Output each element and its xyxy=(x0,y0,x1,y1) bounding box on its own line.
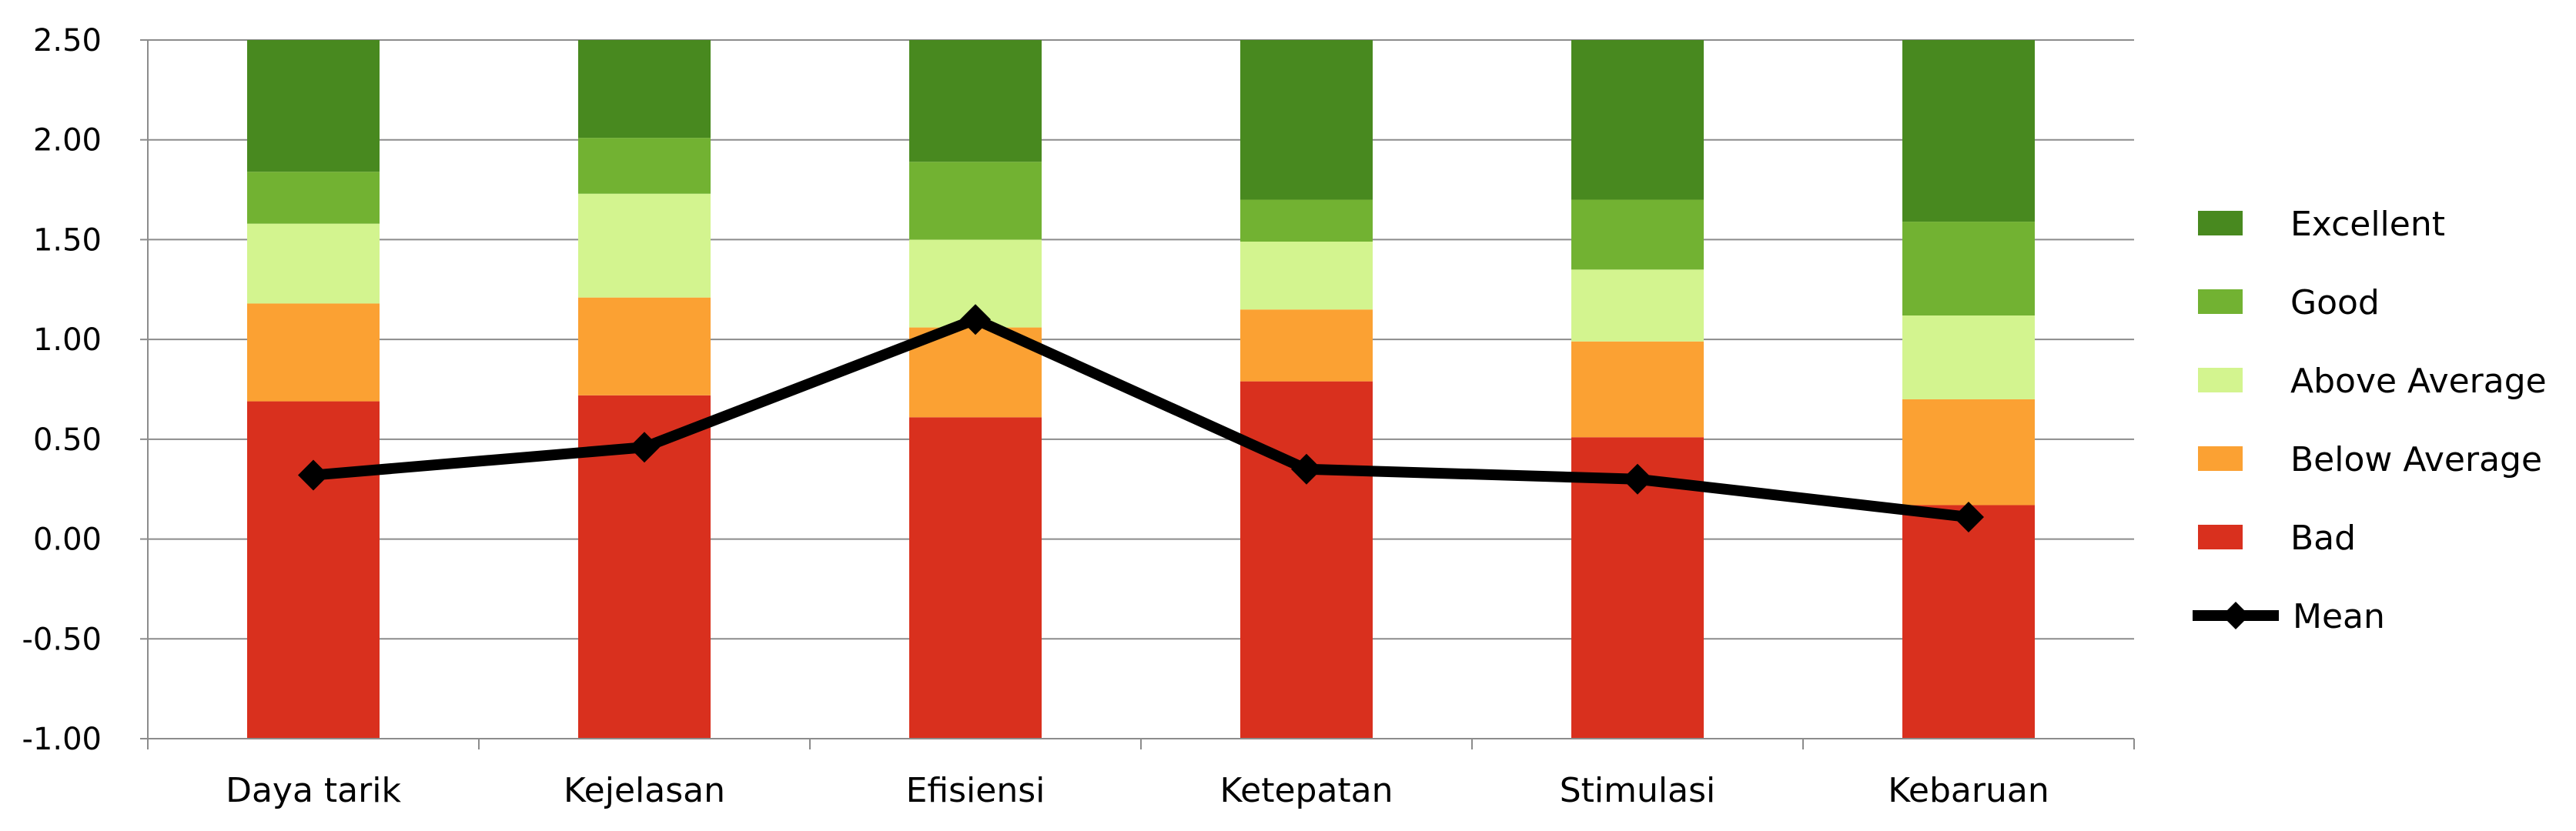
bar-segment-excellent xyxy=(1240,40,1373,200)
bar-segment-good xyxy=(578,138,711,194)
legend-label: Mean xyxy=(2293,597,2385,636)
mean-line xyxy=(313,314,1969,522)
legend-swatch-excellent xyxy=(2198,211,2243,235)
mean-marker xyxy=(1291,453,1322,485)
bar-segment-bad xyxy=(1240,381,1373,739)
y-tick-label: 2.00 xyxy=(33,123,102,159)
mean-marker xyxy=(629,432,660,463)
x-category-label: Ketepatan xyxy=(1219,771,1393,810)
bars xyxy=(247,40,2035,739)
legend-label: Excellent xyxy=(2290,205,2445,244)
bar-segment-excellent xyxy=(909,40,1042,162)
y-tick-label: 0.50 xyxy=(33,422,102,458)
bar-segment-bad xyxy=(1902,505,2035,739)
legend-label: Good xyxy=(2290,283,2380,322)
y-tick-label: -1.00 xyxy=(22,722,102,757)
y-tick-label: 0.00 xyxy=(33,522,102,558)
legend-label: Below Average xyxy=(2290,440,2542,479)
x-category-labels: Daya tarik Kejelasan Efisiensi Ketepatan Sti… xyxy=(226,771,2049,810)
bar-segment-good xyxy=(1240,199,1373,242)
legend-swatch-mean-marker xyxy=(2222,602,2250,629)
bar-segment-excellent xyxy=(1902,40,2035,222)
legend: Excellent Good Above Average Below Average B… xyxy=(2193,205,2547,636)
mean-marker xyxy=(960,304,991,335)
x-category-label: Efisiensi xyxy=(906,771,1045,810)
bar-segment-excellent xyxy=(1571,40,1704,200)
y-tick-label: 1.00 xyxy=(33,322,102,358)
x-category-label: Stimulasi xyxy=(1560,771,1716,810)
mean-marker xyxy=(1622,463,1653,495)
mean-marker xyxy=(298,459,329,491)
bar-segment-bad xyxy=(247,401,380,739)
bar-segment-below-average xyxy=(1902,399,2035,506)
legend-label: Bad xyxy=(2290,519,2356,558)
bar-segment-below-average xyxy=(247,303,380,402)
bar-segment-above-average xyxy=(1902,315,2035,399)
legend-swatch-above-average xyxy=(2198,368,2243,392)
x-category-label: Daya tarik xyxy=(226,771,401,810)
y-tick-label: 2.50 xyxy=(33,23,102,58)
bar-segment-above-average xyxy=(1571,269,1704,342)
mean-line-series xyxy=(298,304,1984,533)
bar-segment-above-average xyxy=(247,223,380,304)
bar-segment-good xyxy=(909,162,1042,240)
legend-swatch-bad xyxy=(2198,525,2243,549)
bar-segment-good xyxy=(247,172,380,224)
legend-swatch-below-average xyxy=(2198,446,2243,471)
x-category-label: Kebaruan xyxy=(1888,771,2049,810)
bar-segment-good xyxy=(1902,222,2035,316)
y-tick-label: 1.50 xyxy=(33,222,102,258)
bar-segment-excellent xyxy=(578,40,711,138)
bar-segment-above-average xyxy=(578,193,711,298)
bar-segment-excellent xyxy=(247,40,380,172)
bar-segment-bad xyxy=(909,417,1042,739)
x-category-label: Kejelasan xyxy=(564,771,725,810)
bar-segment-below-average xyxy=(1571,341,1704,438)
bar-segment-below-average xyxy=(1240,309,1373,382)
legend-swatch-good xyxy=(2198,289,2243,314)
bar-segment-good xyxy=(1571,199,1704,270)
axes xyxy=(147,40,2135,749)
bar-segment-above-average xyxy=(1240,242,1373,310)
mean-marker xyxy=(1953,502,1984,533)
y-tick-labels: 2.50 2.00 1.50 1.00 0.50 0.00 -0.50 -1.00 xyxy=(22,23,102,757)
legend-label: Above Average xyxy=(2290,362,2547,401)
bar-segment-below-average xyxy=(578,297,711,395)
y-tick-label: -0.50 xyxy=(22,622,102,657)
